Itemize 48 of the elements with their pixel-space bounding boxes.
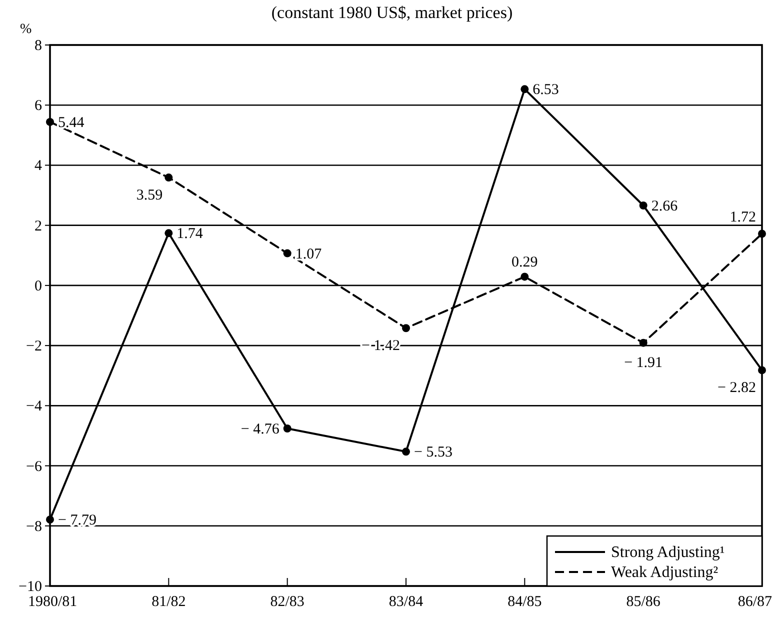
point bbox=[758, 230, 766, 238]
data-label: 0.29 bbox=[512, 254, 538, 271]
y-tick-label: −2 bbox=[26, 338, 42, 355]
point bbox=[639, 201, 648, 210]
data-label: 5.44 bbox=[58, 114, 85, 131]
data-label: 1.72 bbox=[730, 210, 756, 226]
y-tick-label: 4 bbox=[34, 158, 42, 174]
point bbox=[46, 516, 54, 524]
y-tick-label: 2 bbox=[34, 218, 42, 234]
data-label: − 1.91 bbox=[624, 354, 663, 371]
x-tick-label: 86/87 bbox=[738, 594, 772, 610]
point bbox=[46, 118, 54, 126]
y-tick-label: 8 bbox=[34, 38, 42, 54]
point bbox=[164, 229, 173, 238]
data-label: − 4.76 bbox=[240, 422, 280, 438]
point bbox=[283, 249, 292, 258]
point bbox=[402, 324, 410, 332]
x-tick-label: 81/82 bbox=[152, 594, 186, 610]
data-label: 3.59 bbox=[136, 188, 163, 204]
legend-label: Strong Adjusting¹ bbox=[611, 544, 725, 561]
point bbox=[283, 424, 292, 433]
point bbox=[639, 338, 648, 347]
point bbox=[164, 174, 173, 182]
y-tick-label: −10 bbox=[18, 579, 42, 595]
data-label: 1.07 bbox=[295, 246, 322, 262]
data-label: − 7.79 bbox=[58, 512, 96, 529]
y-tick-label: 6 bbox=[34, 98, 42, 114]
x-tick-label: 85/86 bbox=[626, 594, 661, 610]
data-label: 1.74 bbox=[176, 226, 204, 242]
y-tick-label: −4 bbox=[26, 398, 42, 415]
y-tick-label: −8 bbox=[26, 518, 42, 535]
y-tick-label: 0 bbox=[34, 278, 42, 294]
data-label: − 2.82 bbox=[718, 380, 756, 396]
point bbox=[520, 272, 529, 281]
data-label: 2.66 bbox=[651, 198, 678, 214]
x-tick-label: 84/85 bbox=[508, 594, 542, 610]
point bbox=[402, 448, 410, 456]
chart-subtitle: (constant 1980 US$, market prices) bbox=[271, 3, 513, 22]
data-label: − 5.53 bbox=[414, 444, 452, 461]
data-label: 6.53 bbox=[532, 82, 559, 98]
x-tick-label: 82/83 bbox=[270, 594, 304, 610]
point bbox=[758, 366, 766, 374]
point bbox=[520, 85, 529, 94]
y-tick-label: −6 bbox=[26, 458, 42, 475]
legend-label: Weak Adjusting² bbox=[611, 564, 718, 581]
y-axis-title: % bbox=[20, 22, 32, 37]
x-tick-label: 1980/81 bbox=[28, 594, 78, 610]
x-tick-label: 83/84 bbox=[388, 594, 424, 610]
